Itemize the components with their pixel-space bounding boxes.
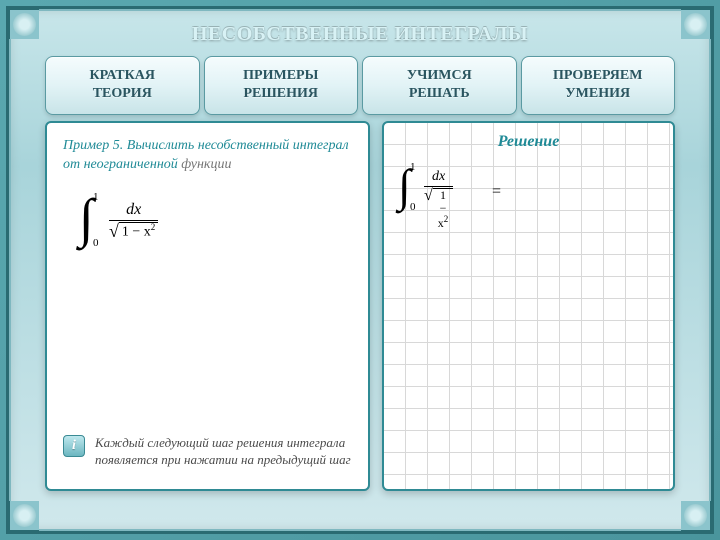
frame-corner <box>7 7 39 39</box>
radicand: 1 − x2 <box>433 188 453 231</box>
integral-upper: 1 <box>410 161 416 173</box>
problem-integral: ∫ 1 0 dx √ 1 − x2 <box>79 193 352 263</box>
decorative-frame: НЕСОБСТВЕННЫЕ ИНТЕГРАЛЫ КРАТКАЯ ТЕОРИЯ П… <box>6 6 714 534</box>
integral-lower: 0 <box>410 201 416 213</box>
sqrt-icon: √ <box>424 188 433 204</box>
hint-row: i Каждый следующий шаг решения интеграла… <box>63 435 352 469</box>
content-row: Пример 5. Вычислить несобственный интегр… <box>9 121 711 491</box>
integral-sign: ∫ <box>398 159 411 212</box>
integral-lower: 0 <box>93 237 99 249</box>
denominator: √ 1 − x2 <box>109 221 158 240</box>
tab-check[interactable]: ПРОВЕРЯЕМ УМЕНИЯ <box>521 56 676 115</box>
problem-panel: Пример 5. Вычислить несобственный интегр… <box>45 121 370 491</box>
solution-panel[interactable]: Решение ∫ 1 0 dx √ 1 − x2 = <box>382 121 675 491</box>
radicand: 1 − x2 <box>119 222 158 240</box>
numerator: dx <box>424 169 453 187</box>
tab-examples[interactable]: ПРИМЕРЫ РЕШЕНИЯ <box>204 56 359 115</box>
solution-title: Решение <box>384 133 673 151</box>
page-title: НЕСОБСТВЕННЫЕ ИНТЕГРАЛЫ <box>9 9 711 56</box>
problem-prompt: Пример 5. Вычислить несобственный интегр… <box>63 137 352 175</box>
hint-text: Каждый следующий шаг решения интеграла п… <box>95 435 352 469</box>
sqrt-icon: √ <box>109 222 119 240</box>
integral-fraction: dx √ 1 − x2 <box>109 201 158 240</box>
integral-fraction: dx √ 1 − x2 <box>424 169 453 231</box>
tab-learn[interactable]: УЧИМСЯ РЕШАТЬ <box>362 56 517 115</box>
frame-corner <box>7 501 39 533</box>
denominator: √ 1 − x2 <box>424 187 453 231</box>
prompt-lead: Пример 5. <box>63 138 127 153</box>
info-icon: i <box>63 435 85 457</box>
tab-theory[interactable]: КРАТКАЯ ТЕОРИЯ <box>45 56 200 115</box>
equals-sign: = <box>492 183 501 201</box>
integral-upper: 1 <box>93 191 99 203</box>
frame-corner <box>681 7 713 39</box>
frame-corner <box>681 501 713 533</box>
prompt-tail: функции <box>181 157 231 172</box>
tab-bar: КРАТКАЯ ТЕОРИЯ ПРИМЕРЫ РЕШЕНИЯ УЧИМСЯ РЕ… <box>9 56 711 115</box>
integral-sign: ∫ <box>79 187 94 249</box>
numerator: dx <box>109 201 158 221</box>
